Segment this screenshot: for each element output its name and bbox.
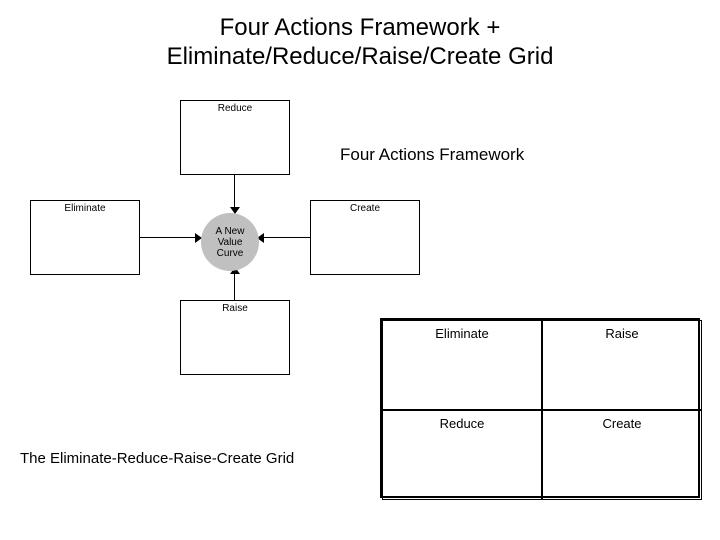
circle-line-1: A New	[216, 226, 245, 237]
title-line-2: Eliminate/Reduce/Raise/Create Grid	[167, 43, 554, 70]
framework-subtitle: Four Actions Framework	[340, 145, 524, 165]
arrow-create	[262, 237, 310, 238]
eliminate-box: Eliminate	[30, 200, 140, 275]
arrow-reduce	[234, 175, 235, 209]
grid-cell-reduce: Reduce	[382, 410, 542, 500]
grid-cell-create: Create	[542, 410, 702, 500]
reduce-label: Reduce	[218, 103, 252, 114]
raise-label: Raise	[222, 303, 248, 314]
eliminate-label: Eliminate	[64, 203, 105, 214]
create-box: Create	[310, 200, 420, 275]
circle-line-2: Value	[218, 237, 243, 248]
errc-grid: Eliminate Raise Reduce Create	[380, 318, 700, 498]
title-line-1: Four Actions Framework +	[220, 14, 501, 41]
grid-cell-eliminate: Eliminate	[382, 320, 542, 410]
raise-box: Raise	[180, 300, 290, 375]
grid-caption: The Eliminate-Reduce-Raise-Create Grid	[20, 450, 300, 467]
create-label: Create	[350, 203, 380, 214]
page-title: Four Actions Framework + Eliminate/Reduc…	[0, 14, 720, 72]
reduce-box: Reduce	[180, 100, 290, 175]
center-circle: A New Value Curve	[201, 213, 259, 271]
arrow-raise	[234, 273, 235, 300]
arrow-eliminate	[140, 237, 197, 238]
circle-line-3: Curve	[217, 248, 244, 259]
grid-cell-raise: Raise	[542, 320, 702, 410]
circle-label: A New Value Curve	[216, 226, 245, 259]
